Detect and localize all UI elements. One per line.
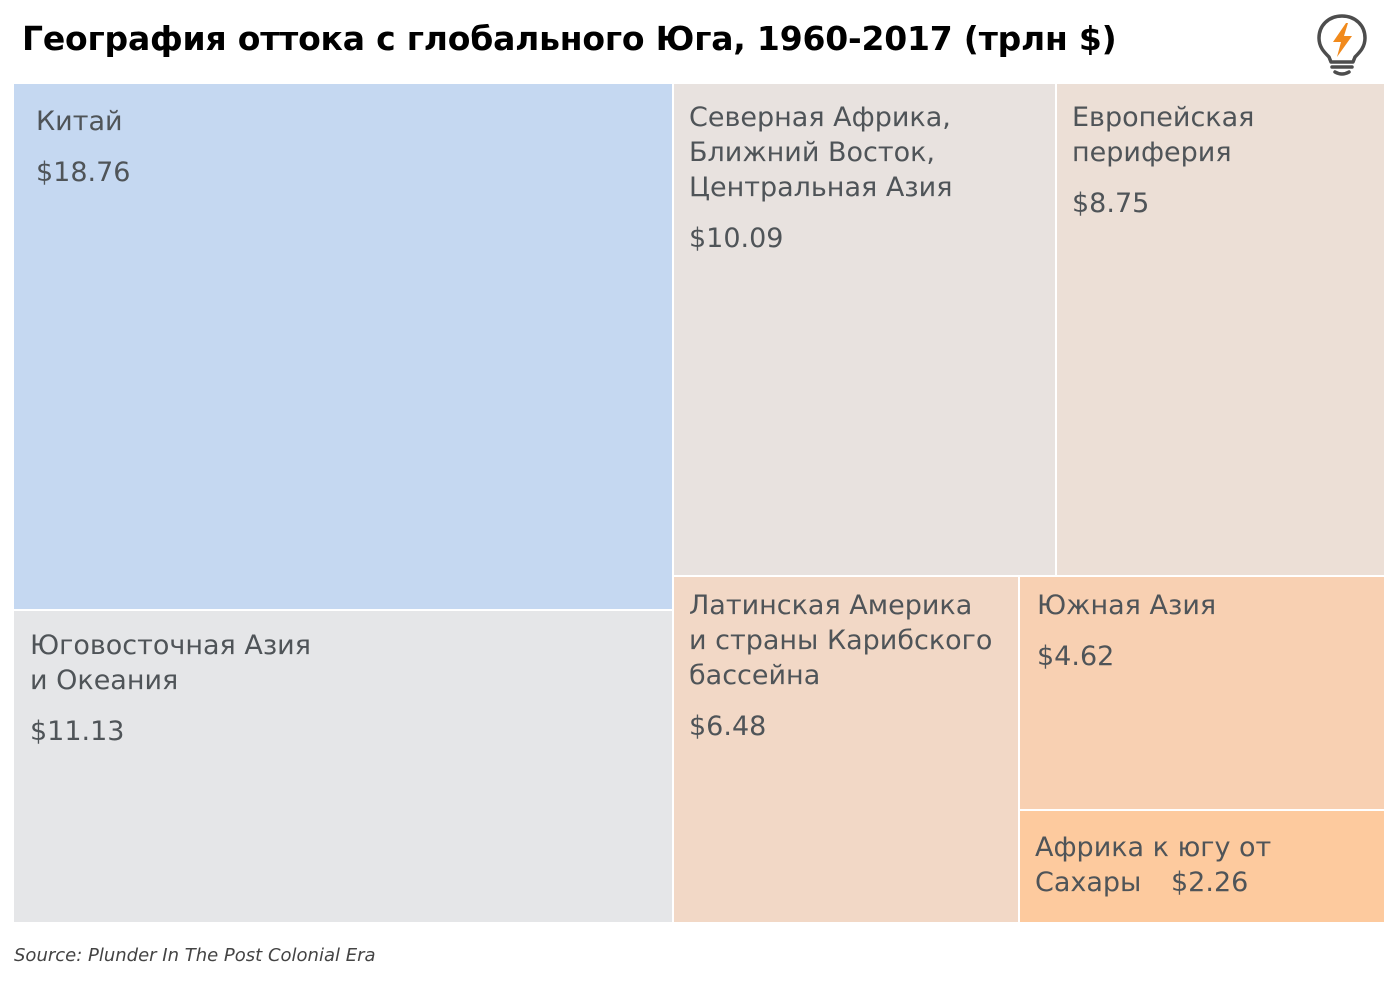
treemap-cell-se-asia-oceania: Юговосточная Азия и Океания $11.13 bbox=[14, 611, 674, 924]
treemap-label: Латинская Америка и страны Карибского ба… bbox=[689, 590, 993, 691]
treemap-label: Европейская периферия bbox=[1072, 102, 1255, 168]
treemap-value-label: $2.26 bbox=[1171, 867, 1249, 898]
treemap-cell-sub-saharan-africa: Африка к югу от Сахары $2.26 bbox=[1020, 811, 1386, 924]
treemap-cell-south-asia: Южная Азия $4.62 bbox=[1020, 577, 1386, 811]
treemap-label: Африка к югу от Сахары bbox=[1035, 832, 1272, 898]
treemap-cell-china: Китай $18.76 bbox=[14, 84, 674, 611]
treemap-value-label: $8.75 bbox=[1072, 188, 1150, 219]
treemap-cell-latin-america-caribbean: Латинская Америка и страны Карибского ба… bbox=[674, 577, 1020, 924]
treemap-label: Юговосточная Азия и Океания bbox=[30, 630, 311, 696]
treemap-label: Южная Азия bbox=[1037, 590, 1217, 621]
treemap-value-label: $4.62 bbox=[1037, 641, 1115, 672]
lightbulb-lightning-icon bbox=[1317, 14, 1367, 76]
treemap-cell-european-periphery: Европейская периферия $8.75 bbox=[1057, 84, 1386, 577]
treemap-value-label: $6.48 bbox=[689, 711, 767, 742]
treemap-value-label: $10.09 bbox=[689, 223, 784, 254]
treemap-value-label: $11.13 bbox=[30, 716, 125, 747]
treemap-cell-n-africa-middle-east-central-asia: Северная Африка, Ближний Восток, Централ… bbox=[674, 84, 1057, 577]
treemap-label: Китай bbox=[36, 106, 123, 137]
treemap-value-label: $18.76 bbox=[36, 157, 131, 188]
treemap: Китай $18.76 Юговосточная Азия и Океания $1… bbox=[14, 84, 1386, 924]
treemap-label: Северная Африка, Ближний Восток, Централ… bbox=[689, 102, 953, 203]
chart-title: География оттока с глобального Юга, 1960… bbox=[22, 19, 1117, 58]
source-note: Source: Plunder In The Post Colonial Era bbox=[14, 945, 376, 966]
